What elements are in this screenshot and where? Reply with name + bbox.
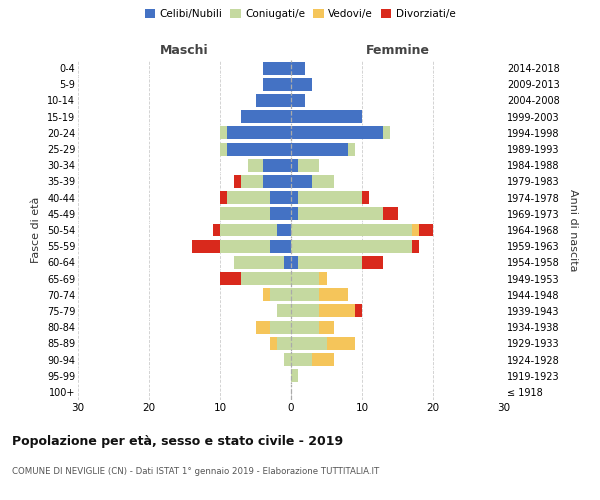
Bar <box>220 240 270 252</box>
Bar <box>291 304 319 318</box>
Bar <box>319 272 326 285</box>
Bar <box>383 208 398 220</box>
Bar <box>270 191 291 204</box>
Bar <box>291 224 412 236</box>
Bar <box>277 337 291 350</box>
Bar <box>241 175 263 188</box>
Y-axis label: Fasce di età: Fasce di età <box>31 197 41 263</box>
Bar <box>412 224 419 236</box>
Bar <box>298 208 383 220</box>
Bar <box>291 288 319 301</box>
Bar <box>291 126 383 140</box>
Bar <box>241 272 291 285</box>
Text: Femmine: Femmine <box>365 44 430 57</box>
Bar <box>291 94 305 107</box>
Bar <box>227 126 291 140</box>
Bar <box>263 62 291 74</box>
Bar <box>227 191 270 204</box>
Text: Popolazione per età, sesso e stato civile - 2019: Popolazione per età, sesso e stato civil… <box>12 435 343 448</box>
Bar <box>291 159 298 172</box>
Bar <box>191 240 220 252</box>
Bar <box>313 353 334 366</box>
Bar <box>270 320 291 334</box>
Bar <box>419 224 433 236</box>
Bar <box>220 272 241 285</box>
Bar <box>263 288 270 301</box>
Bar <box>291 191 298 204</box>
Bar <box>241 110 291 123</box>
Bar <box>355 304 362 318</box>
Bar <box>291 337 326 350</box>
Bar <box>298 256 362 269</box>
Bar <box>270 208 291 220</box>
Bar <box>383 126 391 140</box>
Y-axis label: Anni di nascita: Anni di nascita <box>568 188 578 271</box>
Bar <box>277 224 291 236</box>
Bar <box>270 288 291 301</box>
Bar <box>298 159 319 172</box>
Bar <box>412 240 419 252</box>
Bar <box>291 142 348 156</box>
Bar <box>227 142 291 156</box>
Bar <box>284 353 291 366</box>
Bar <box>220 142 227 156</box>
Bar <box>291 272 319 285</box>
Text: COMUNE DI NEVIGLIE (CN) - Dati ISTAT 1° gennaio 2019 - Elaborazione TUTTITALIA.I: COMUNE DI NEVIGLIE (CN) - Dati ISTAT 1° … <box>12 468 379 476</box>
Bar <box>298 191 362 204</box>
Bar <box>291 320 319 334</box>
Bar <box>256 320 270 334</box>
Bar <box>277 304 291 318</box>
Bar <box>326 337 355 350</box>
Bar <box>220 126 227 140</box>
Bar <box>213 224 220 236</box>
Bar <box>291 110 362 123</box>
Bar <box>291 369 298 382</box>
Bar <box>220 224 277 236</box>
Legend: Celibi/Nubili, Coniugati/e, Vedovi/e, Divorziati/e: Celibi/Nubili, Coniugati/e, Vedovi/e, Di… <box>140 5 460 24</box>
Bar <box>270 337 277 350</box>
Bar <box>256 94 291 107</box>
Bar <box>220 208 270 220</box>
Bar <box>291 240 412 252</box>
Text: Maschi: Maschi <box>160 44 209 57</box>
Bar <box>291 62 305 74</box>
Bar <box>362 256 383 269</box>
Bar <box>263 78 291 91</box>
Bar <box>220 191 227 204</box>
Bar <box>263 175 291 188</box>
Bar <box>291 175 313 188</box>
Bar <box>362 191 369 204</box>
Bar <box>319 304 355 318</box>
Bar <box>234 256 284 269</box>
Bar <box>248 159 263 172</box>
Bar <box>270 240 291 252</box>
Bar <box>348 142 355 156</box>
Bar <box>263 159 291 172</box>
Bar <box>291 78 313 91</box>
Bar <box>313 175 334 188</box>
Bar <box>284 256 291 269</box>
Bar <box>291 256 298 269</box>
Bar <box>291 353 313 366</box>
Bar <box>291 208 298 220</box>
Bar <box>234 175 241 188</box>
Bar <box>319 288 348 301</box>
Bar <box>319 320 334 334</box>
